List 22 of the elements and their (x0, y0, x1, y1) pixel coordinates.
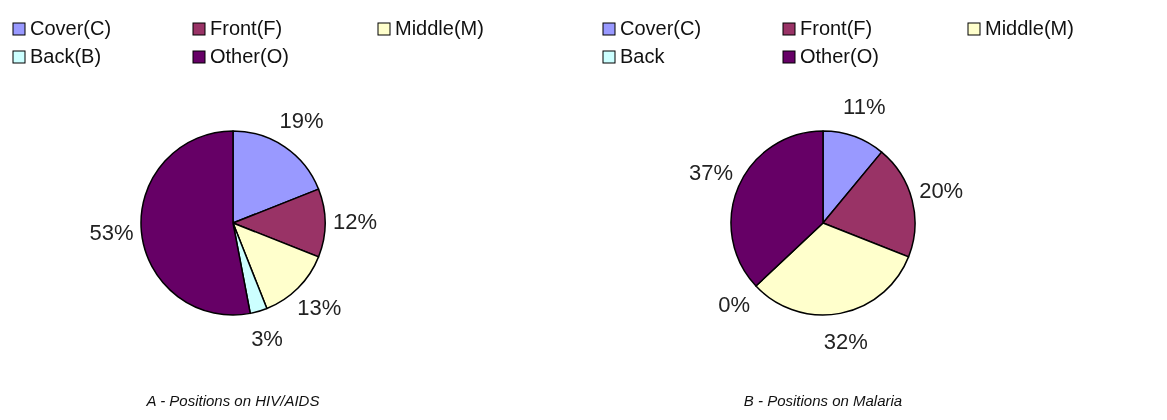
legend-label: Front(F) (800, 17, 873, 40)
data-label: 53% (89, 220, 134, 246)
legend-label: Other(O) (800, 45, 879, 68)
data-label: 13% (297, 295, 342, 321)
data-label: 11% (843, 94, 886, 120)
legend-label: Cover(C) (30, 17, 112, 40)
text: 0% (718, 292, 750, 318)
legend-label: Cover(C) (620, 17, 702, 40)
data-label: 20% (919, 178, 964, 204)
legend-label: Middle(M) (395, 17, 484, 40)
legend-label: Other(O) (210, 45, 289, 68)
data-label: 3% (251, 325, 283, 351)
data-label: 12% (332, 208, 378, 234)
data-label: 32% (823, 328, 868, 354)
data-label: 19% (279, 107, 324, 133)
text: B - Positions on Malaria (743, 392, 903, 409)
legend-label: Front(F) (210, 17, 283, 40)
legend-label: Back (620, 45, 666, 68)
data-label: 37% (689, 160, 734, 186)
legend-label: Back(B) (30, 45, 102, 68)
text: A - Positions on HIV/AIDS (145, 392, 320, 409)
legend-label: Middle(M) (985, 17, 1074, 40)
